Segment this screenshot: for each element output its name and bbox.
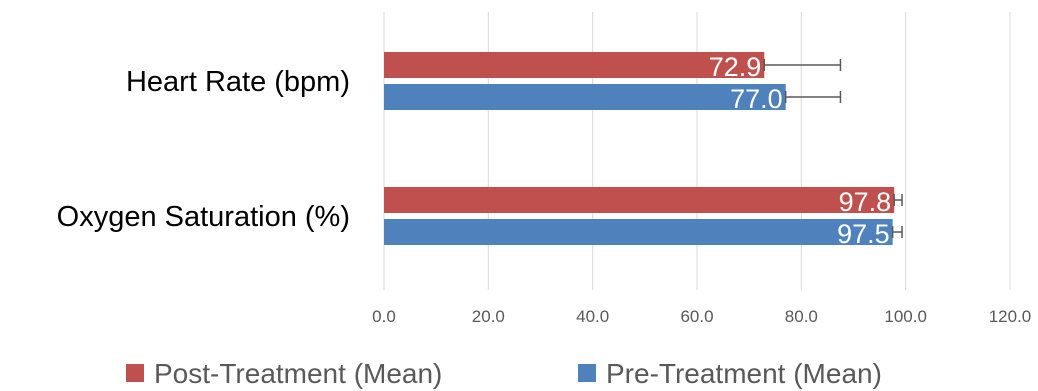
bar [384,84,786,110]
x-tick-label: 80.0 [785,307,818,326]
bars [384,52,895,245]
error-bars [763,59,903,238]
data-label: 77.0 [730,84,783,114]
legend-label: Pre-Treatment (Mean) [606,358,882,389]
x-tick-label: 120.0 [989,307,1032,326]
x-tick-label: 20.0 [472,307,505,326]
x-tick-label: 100.0 [884,307,927,326]
x-tick-label: 40.0 [576,307,609,326]
category-label: Heart Rate (bpm) [126,66,350,98]
x-tick-label: 60.0 [680,307,713,326]
bar [384,219,893,245]
data-label: 72.9 [709,52,762,82]
data-label: 97.5 [837,219,890,249]
legend-label: Post-Treatment (Mean) [154,358,442,389]
bar [384,52,765,78]
x-axis-ticks: 0.0 20.0 40.0 60.0 80.0 100.0 120.0 [372,307,1031,326]
legend-swatch [578,364,596,382]
legend: Post-Treatment (Mean) Pre-Treatment (Mean… [126,358,882,389]
x-tick-label: 0.0 [372,307,396,326]
category-label: Oxygen Saturation (%) [57,201,350,233]
category-labels: Heart Rate (bpm) Oxygen Saturation (%) [57,66,350,233]
data-labels: 72.977.0 97.897.5 [709,52,891,249]
legend-swatch [126,364,144,382]
bar [384,187,895,213]
data-label: 97.8 [839,187,892,217]
